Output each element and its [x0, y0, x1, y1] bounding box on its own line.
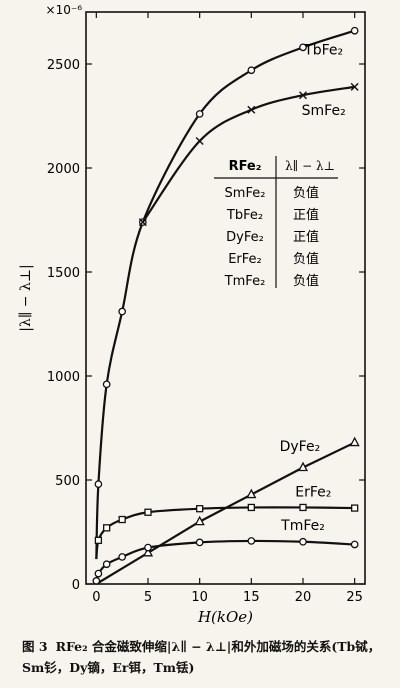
data-point-erfe [118, 515, 126, 524]
data-point-tbfe [299, 43, 307, 52]
figure-caption: 图 3 RFe₂ 合金磁致伸缩|λ∥ − λ⊥|和外加磁场的关系(Tb铽，Sm钐，… [22, 636, 392, 678]
cross-stroke [195, 136, 204, 145]
data-point-tmfe [299, 537, 307, 546]
table-cell-sign: 正值 [293, 229, 319, 245]
data-point-erfe [94, 536, 103, 544]
data-point-tmfe [102, 560, 111, 569]
series-label-tbfe: TbFe₂ [303, 43, 343, 59]
series-label-tmfe: TmFe₂ [280, 518, 325, 534]
y-tick-label: 500 [55, 474, 80, 489]
x-tick-label: 15 [243, 590, 260, 605]
data-point-tbfe [94, 480, 103, 489]
y-tick-label: 1500 [47, 266, 80, 281]
y-tick-label: 1000 [47, 370, 80, 385]
data-point-tbfe [247, 66, 256, 75]
table-cell-compound: ErFe₂ [228, 252, 262, 267]
table-cell-compound: TbFe₂ [226, 208, 263, 223]
data-point-dyfe [349, 436, 360, 447]
data-point-tbfe [350, 26, 359, 35]
series-line-dyfe [95, 441, 356, 585]
cross-stroke [247, 105, 256, 114]
data-point-tbfe [102, 380, 111, 389]
series-label-smfe: SmFe₂ [302, 103, 346, 119]
caption-text: RFe₂ 合金磁致伸缩|λ∥ − λ⊥|和外加磁场的关系(Tb铽，Sm钐，Dy镝… [22, 639, 381, 675]
table-cell-sign: 负值 [293, 185, 319, 201]
x-tick-label: 0 [92, 590, 100, 605]
table-cell-compound: SmFe₂ [225, 186, 266, 201]
y-axis-label: |λ∥ − λ⊥| [18, 264, 34, 331]
plot-frame [85, 11, 366, 585]
y-multiplier: ×10⁻⁶ [46, 3, 83, 17]
x-tick-label: 25 [346, 590, 363, 605]
table-header-rfe2: RFe₂ [229, 159, 262, 174]
labels-group: 0 5 10 15 20 25 0 500 1000 1500 2000 2500 ×10⁻⁶ H(kOe… [18, 3, 363, 626]
data-point-tmfe [195, 538, 204, 547]
table-cell-compound: TmFe₂ [224, 274, 266, 289]
data-point-smfe [299, 91, 307, 100]
data-point-smfe [138, 218, 147, 227]
data-point-erfe [351, 504, 359, 512]
table-header-sign: λ∥ − λ⊥ [285, 159, 335, 173]
cross-stroke [299, 91, 307, 100]
cross-stroke [350, 82, 359, 91]
x-tick-label: 10 [191, 590, 208, 605]
data-point-erfe [103, 524, 111, 532]
data-point-dyfe [297, 461, 309, 472]
data-point-smfe [247, 105, 256, 114]
cross-stroke [138, 218, 147, 227]
data-point-tmfe [92, 577, 101, 585]
caption-label: 图 3 [22, 639, 48, 654]
data-point-dyfe [246, 488, 257, 499]
data-point-tbfe [118, 307, 127, 316]
data-point-tmfe [247, 537, 256, 545]
table-cell-sign: 正值 [293, 207, 319, 223]
table-cell-sign: 负值 [293, 273, 319, 289]
y-tick-label: 2500 [47, 58, 80, 73]
data-point-erfe [247, 503, 255, 512]
data-point-dyfe [142, 546, 154, 557]
data-point-tmfe [144, 543, 152, 552]
data-point-tmfe [118, 553, 127, 561]
table-cell-compound: DyFe₂ [226, 230, 264, 245]
x-tick-label: 20 [295, 590, 312, 605]
data-point-smfe [195, 136, 204, 145]
data-point-dyfe [194, 515, 205, 526]
data-point-tmfe [350, 540, 359, 549]
legend-table: RFe₂ λ∥ − λ⊥ SmFe₂ 负值 TbFe₂ 正值 DyFe₂ 正值 ErFe₂ 负值 T… [214, 156, 338, 289]
data-point-erfe [299, 503, 307, 512]
series-group [92, 26, 360, 585]
data-point-tbfe [195, 110, 204, 118]
data-point-tmfe [94, 569, 103, 578]
data-point-erfe [196, 505, 204, 513]
y-tick-label: 0 [72, 578, 80, 593]
table-cell-sign: 负值 [293, 251, 319, 267]
series-label-dyfe: DyFe₂ [280, 439, 321, 455]
x-tick-label: 5 [144, 590, 152, 605]
axes [85, 11, 366, 585]
y-tick-label: 2000 [47, 162, 80, 177]
data-point-smfe [350, 82, 359, 91]
x-axis-label: H(kOe) [197, 608, 253, 626]
data-point-erfe [144, 508, 152, 516]
series-label-erfe: ErFe₂ [295, 485, 331, 501]
